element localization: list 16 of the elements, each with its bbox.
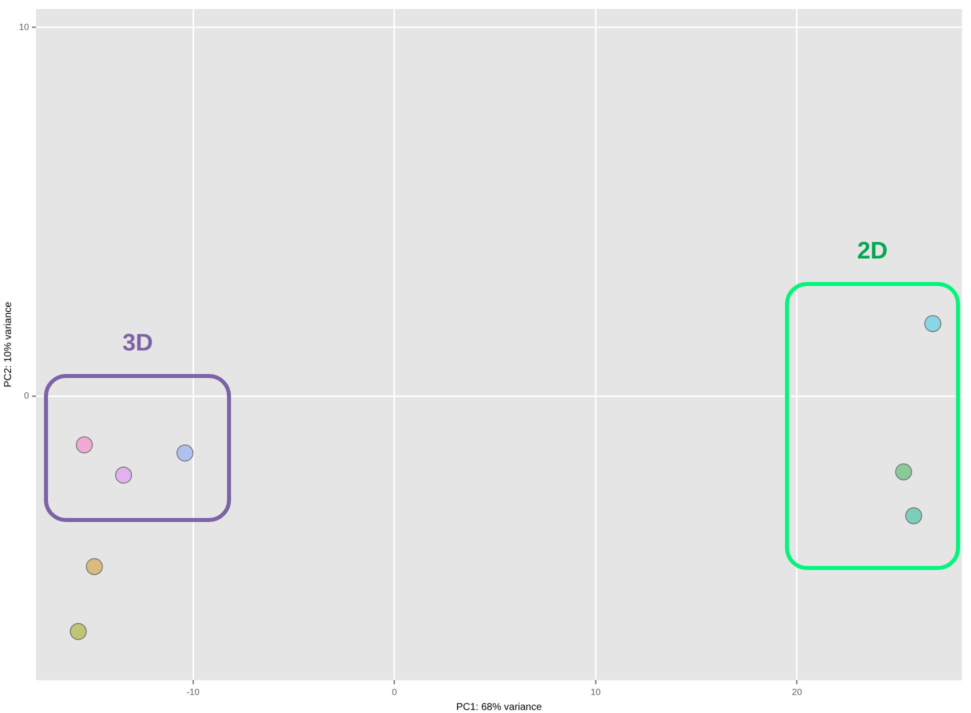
x-tick-label: 10 (590, 687, 601, 698)
x-tick-label: 0 (392, 687, 397, 698)
x-axis-title: PC1: 68% variance (456, 702, 542, 713)
point (895, 463, 912, 480)
point (76, 436, 93, 454)
point (86, 558, 103, 576)
point (115, 466, 132, 484)
x-tick-label: 20 (792, 687, 802, 698)
point (70, 623, 87, 640)
point (924, 315, 942, 332)
point (905, 507, 922, 524)
x-tick-label: -10 (186, 687, 200, 698)
annotation: 2D (857, 238, 888, 265)
y-axis-title: PC2: 10% variance (2, 301, 14, 388)
annotation: 3D (122, 330, 154, 357)
point (176, 444, 194, 462)
